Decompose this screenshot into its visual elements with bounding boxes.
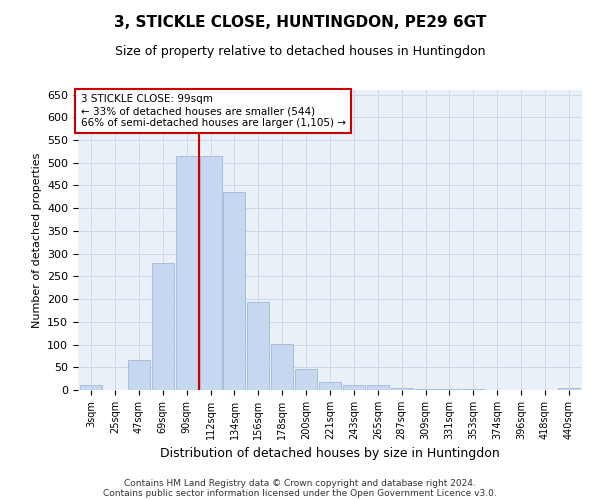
Text: Contains public sector information licensed under the Open Government Licence v3: Contains public sector information licen… <box>103 488 497 498</box>
Bar <box>152 262 174 390</box>
Bar <box>295 369 317 390</box>
Bar <box>415 388 437 390</box>
X-axis label: Distribution of detached houses by size in Huntingdon: Distribution of detached houses by size … <box>160 448 500 460</box>
Bar <box>343 384 365 390</box>
Text: 3, STICKLE CLOSE, HUNTINGDON, PE29 6GT: 3, STICKLE CLOSE, HUNTINGDON, PE29 6GT <box>114 15 486 30</box>
Bar <box>319 382 341 390</box>
Bar <box>271 344 293 390</box>
Text: Size of property relative to detached houses in Huntingdon: Size of property relative to detached ho… <box>115 45 485 58</box>
Bar <box>558 388 580 390</box>
Bar <box>176 156 197 390</box>
Y-axis label: Number of detached properties: Number of detached properties <box>32 152 41 328</box>
Bar <box>223 192 245 390</box>
Bar <box>128 360 150 390</box>
Bar <box>391 388 413 390</box>
Text: 3 STICKLE CLOSE: 99sqm
← 33% of detached houses are smaller (544)
66% of semi-de: 3 STICKLE CLOSE: 99sqm ← 33% of detached… <box>80 94 346 128</box>
Text: Contains HM Land Registry data © Crown copyright and database right 2024.: Contains HM Land Registry data © Crown c… <box>124 478 476 488</box>
Bar <box>367 386 389 390</box>
Bar <box>463 389 484 390</box>
Bar <box>439 389 460 390</box>
Bar <box>200 156 221 390</box>
Bar <box>80 386 102 390</box>
Bar <box>247 302 269 390</box>
